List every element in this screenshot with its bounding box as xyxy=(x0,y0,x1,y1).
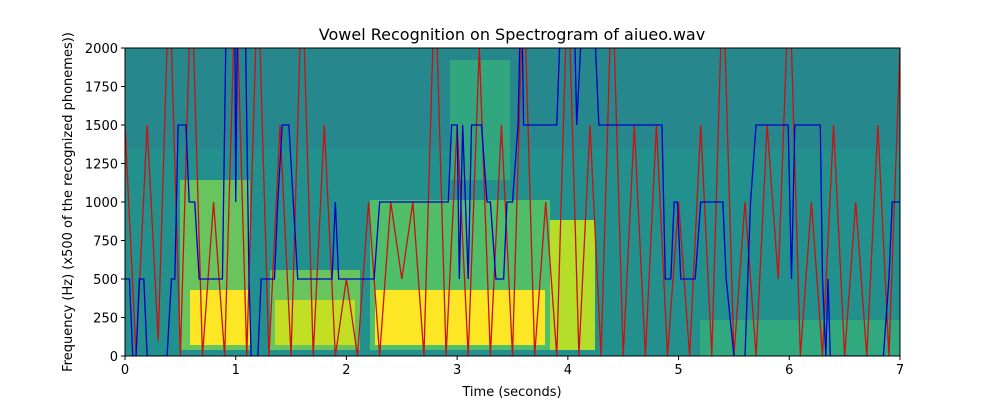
x-tick-label: 3 xyxy=(453,363,461,378)
x-axis-label: Time (seconds) xyxy=(461,385,561,400)
x-tick-label: 5 xyxy=(674,363,682,378)
y-tick-label: 1750 xyxy=(85,81,118,96)
y-tick-label: 1000 xyxy=(85,196,118,211)
spectrogram xyxy=(125,48,900,356)
y-tick-label: 0 xyxy=(110,350,118,365)
y-tick-label: 1250 xyxy=(85,158,118,173)
x-tick-label: 6 xyxy=(785,363,793,378)
y-tick-label: 2000 xyxy=(85,42,118,57)
chart-title: Vowel Recognition on Spectrogram of aiue… xyxy=(319,25,705,44)
x-tick-label: 4 xyxy=(564,363,572,378)
series-line xyxy=(125,48,900,356)
y-tick-label: 250 xyxy=(93,312,118,327)
x-tick-label: 1 xyxy=(232,363,240,378)
x-tick-label: 2 xyxy=(342,363,350,378)
x-tick-label: 0 xyxy=(121,363,129,378)
y-axis-label: Frequency (Hz) (x500 of the recognized p… xyxy=(61,32,76,372)
y-tick-label: 1500 xyxy=(85,119,118,134)
y-tick-label: 750 xyxy=(93,235,118,250)
series-line xyxy=(125,48,900,356)
x-tick-label: 7 xyxy=(896,363,904,378)
plot xyxy=(125,48,900,356)
y-tick-label: 500 xyxy=(93,273,118,288)
